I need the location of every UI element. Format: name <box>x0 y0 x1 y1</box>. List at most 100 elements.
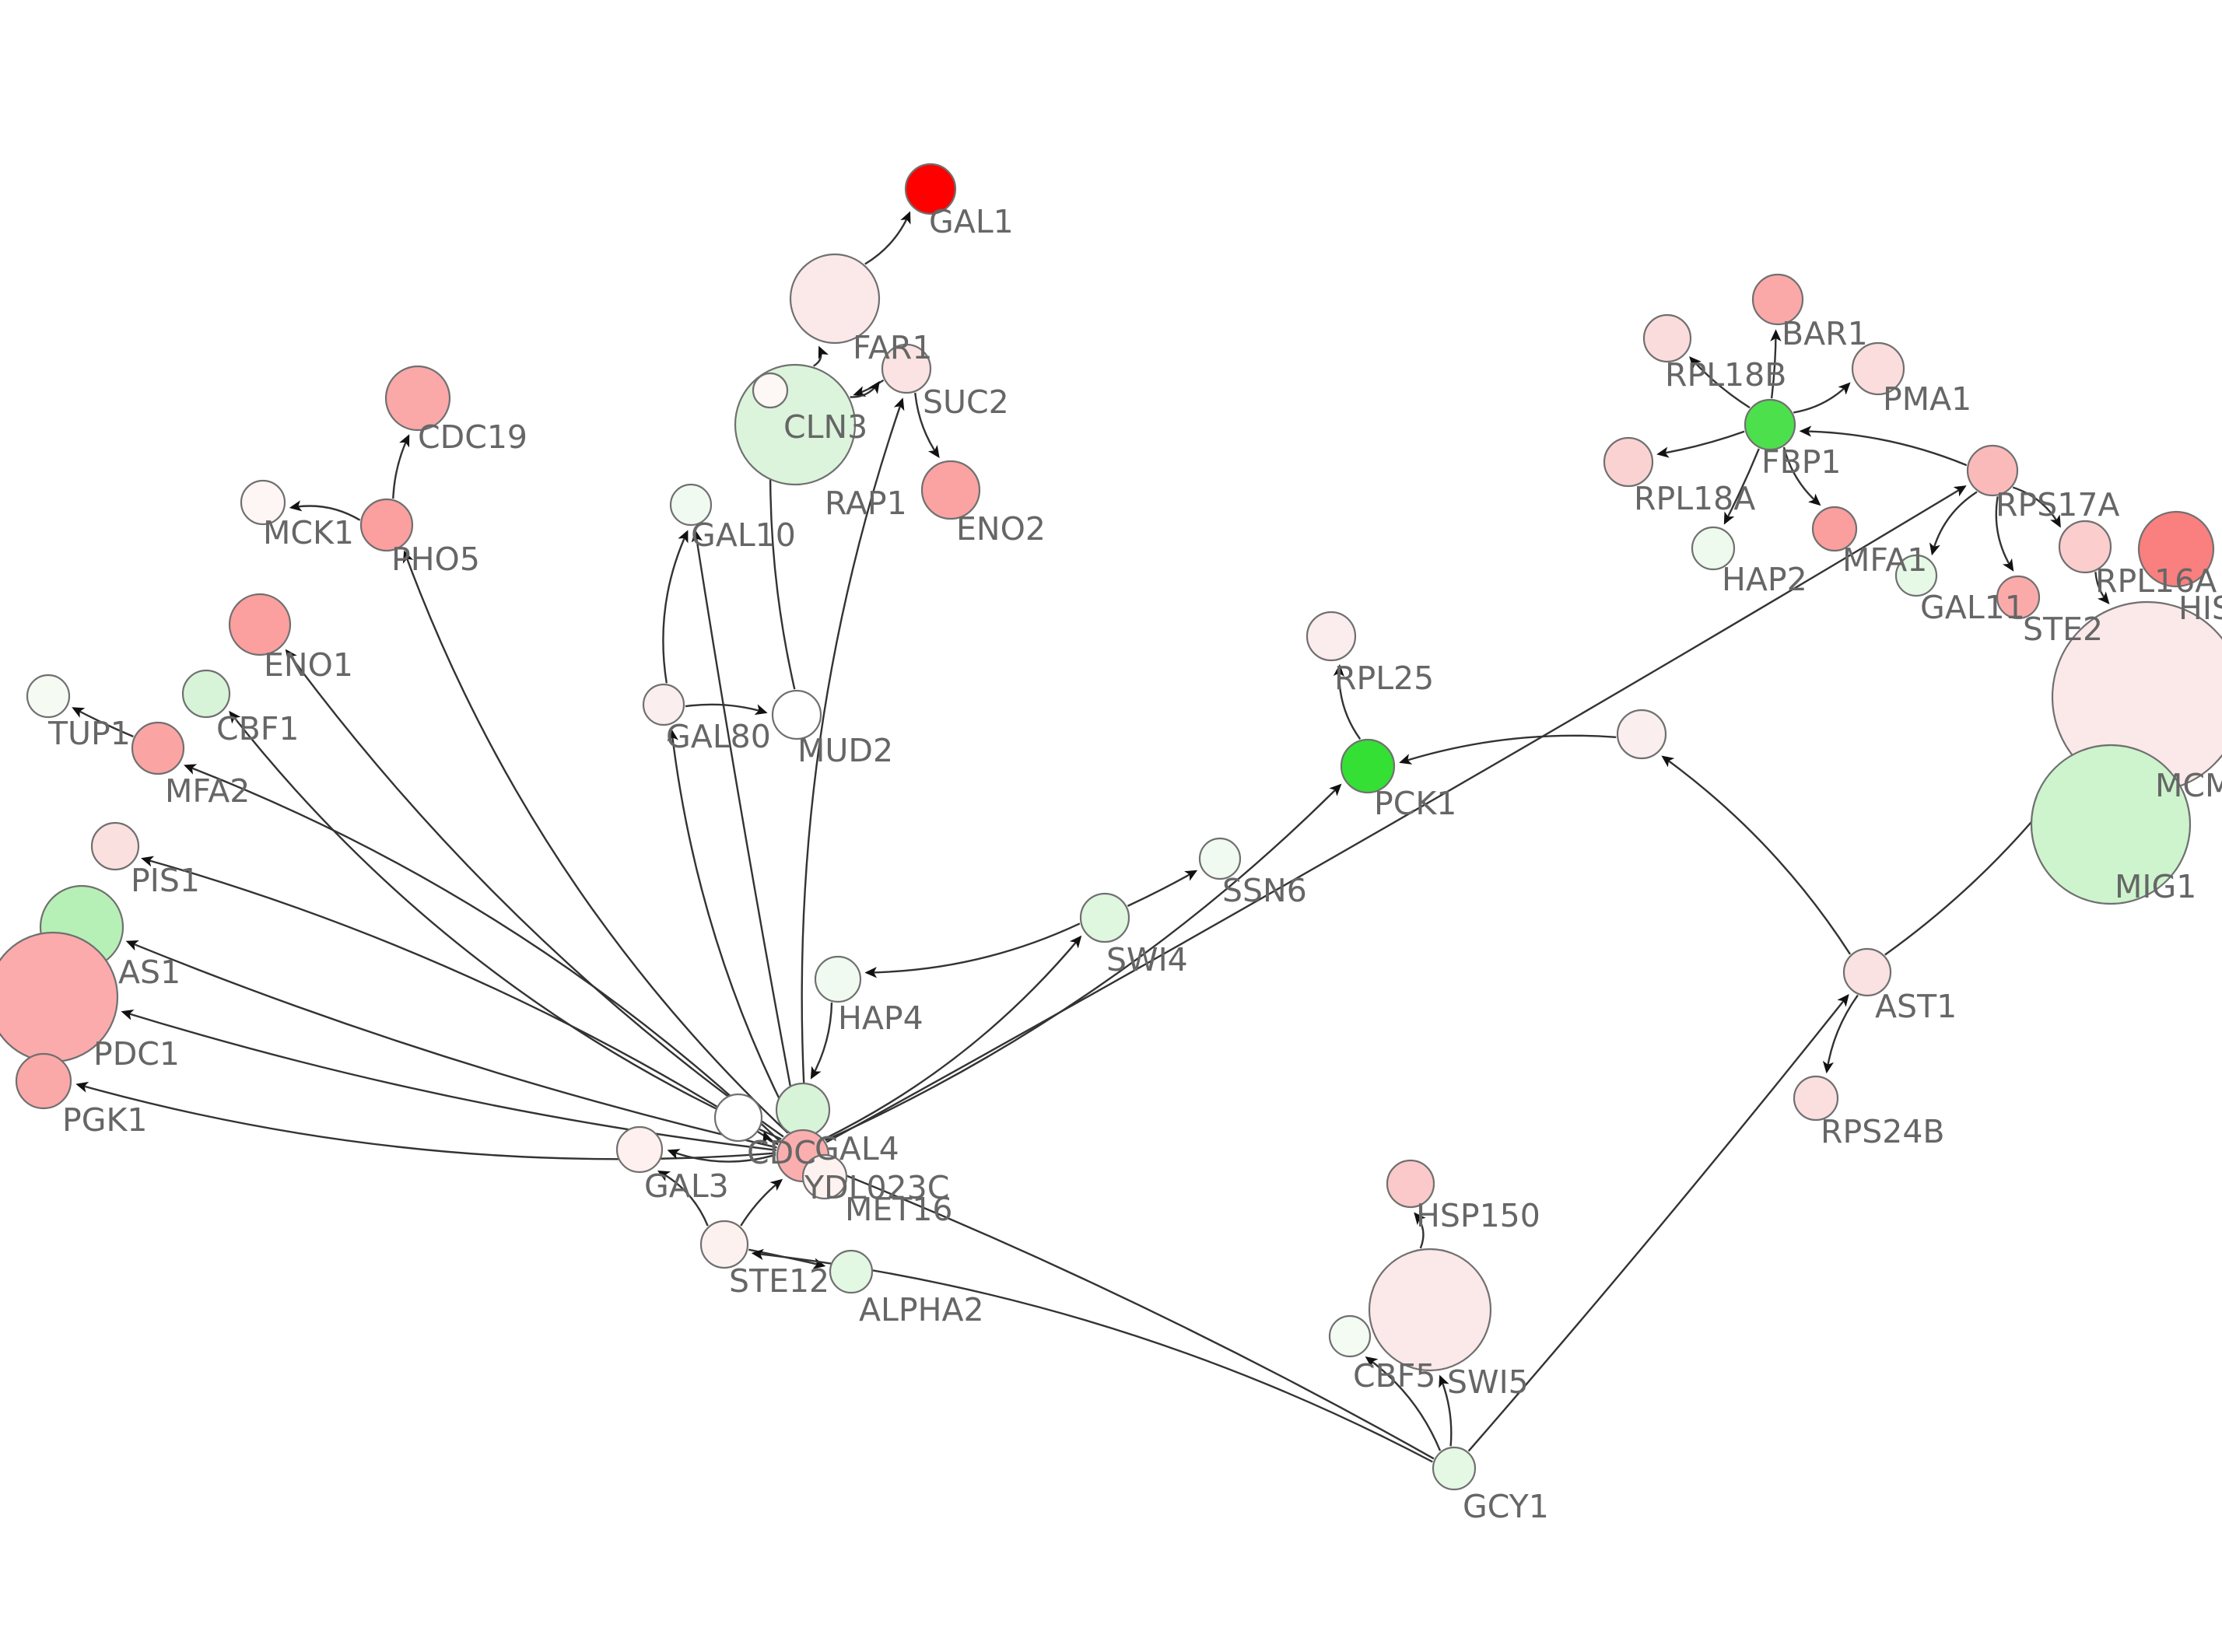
graph-node-ydl023c[interactable] <box>801 1153 848 1200</box>
graph-node-label: CDC <box>747 1134 816 1171</box>
graph-node-rpl16a[interactable] <box>2058 520 2112 574</box>
graph-node-label: GCY1 <box>1463 1488 1549 1525</box>
graph-edge <box>825 783 1342 1142</box>
graph-edge <box>229 710 782 1140</box>
graph-edge <box>657 1171 709 1227</box>
graph-edge <box>1723 448 1760 525</box>
graph-node-label: FBP1 <box>1761 443 1842 481</box>
graph-node-alpha2[interactable] <box>829 1249 874 1294</box>
graph-edge <box>1661 755 1852 955</box>
graph-node-rps24b[interactable] <box>1793 1075 1839 1122</box>
graph-node-tup1[interactable] <box>26 674 71 719</box>
graph-node-label: PIS1 <box>131 862 200 899</box>
graph-edge <box>830 1168 1435 1460</box>
graph-node-met16[interactable] <box>775 1082 831 1138</box>
graph-node-label: RPS17A <box>1996 486 2119 523</box>
graph-node-gal11[interactable] <box>1894 554 1938 597</box>
graph-edge <box>1782 446 1821 506</box>
graph-node-gal1[interactable] <box>904 163 957 215</box>
graph-node-pgk1[interactable] <box>15 1052 72 1110</box>
graph-node-eno1[interactable] <box>228 593 292 656</box>
graph-node-label: HIS4 <box>2178 590 2222 627</box>
graph-edge <box>1399 734 1617 765</box>
graph-node-fbp1[interactable] <box>1744 398 1796 451</box>
graph-edge <box>1822 994 1859 1074</box>
graph-node-gal80[interactable] <box>642 683 685 726</box>
graph-node-his4[interactable] <box>2137 510 2215 588</box>
graph-edge <box>289 500 361 521</box>
graph-node-pma1[interactable] <box>1851 341 1905 396</box>
labels-layer: GAL1 FAR1 CLN3 RAP1 SUC2 ENO2 GAL10 CDC19 MCK1 PH… <box>47 203 2222 1525</box>
graph-node-ssn6[interactable] <box>1198 837 1242 880</box>
graph-node-bar1[interactable] <box>1751 273 1804 326</box>
graph-node-pho5[interactable] <box>359 498 414 552</box>
graph-node-label: CDC19 <box>418 418 527 456</box>
graph-node-far1[interactable] <box>789 253 881 345</box>
graph-node-mck1[interactable] <box>240 479 286 526</box>
graph-node-label: MCK1 <box>263 514 354 551</box>
graph-node-gcy1[interactable] <box>1432 1446 1477 1491</box>
graph-edge <box>740 1178 783 1227</box>
graph-edge <box>392 434 410 499</box>
graph-edge <box>864 211 911 265</box>
graph-node-label: CBF5 <box>1353 1357 1435 1395</box>
graph-node-label: TUP1 <box>47 715 131 752</box>
graph-node-label: PGK1 <box>62 1101 147 1139</box>
graph-edge <box>691 529 800 1129</box>
graph-node-pis1[interactable] <box>90 821 140 871</box>
graph-node-hsp150[interactable] <box>1386 1159 1435 1209</box>
graph-node-hap2[interactable] <box>1691 526 1736 571</box>
graph-node-rps17a[interactable] <box>1966 444 2019 497</box>
graph-node-unlabeled[interactable] <box>1616 709 1667 760</box>
graph-node-label: PDC1 <box>93 1035 180 1073</box>
graph-edge <box>125 940 777 1149</box>
graph-node-cdc[interactable] <box>713 1093 763 1143</box>
nodes-layer <box>0 163 2222 1491</box>
graph-node-label: PCK1 <box>1374 785 1456 822</box>
graph-edge <box>667 728 796 1131</box>
graph-edge <box>1333 663 1362 740</box>
graph-node-pck1[interactable] <box>1340 738 1396 794</box>
graph-node-cbf5[interactable] <box>1328 1314 1372 1358</box>
graph-edge <box>667 1149 776 1163</box>
graph-node-label: RPL25 <box>1334 660 1434 697</box>
graph-node-swi4[interactable] <box>1079 892 1130 943</box>
graph-node-cbf1[interactable] <box>181 669 231 719</box>
graph-node-mud2[interactable] <box>771 689 822 740</box>
graph-node-label: SWI4 <box>1106 941 1188 978</box>
graph-node-rpl18b[interactable] <box>1642 313 1692 363</box>
graph-edge <box>1656 430 1745 458</box>
graph-node-label: ENO1 <box>264 646 353 684</box>
graph-node-ast1[interactable] <box>1842 947 1892 997</box>
graph-node-label: CBF1 <box>216 710 299 747</box>
graph-edge <box>810 1002 833 1080</box>
graph-node-gal3[interactable] <box>615 1125 664 1174</box>
graph-edge <box>1439 1374 1453 1447</box>
graph-edge <box>1995 496 2014 572</box>
graph-node-ste12[interactable] <box>699 1220 749 1269</box>
graph-node-eno2[interactable] <box>920 460 981 520</box>
graph-node-rpl25[interactable] <box>1306 611 1357 662</box>
graph-node-label: GAL80 <box>666 718 771 755</box>
graph-node-label: PMA1 <box>1883 380 1971 418</box>
graph-edge <box>1467 993 1849 1452</box>
graph-node-cdc19[interactable] <box>384 365 451 432</box>
graph-node-rap1[interactable] <box>752 372 789 409</box>
graph-node-label: ALPHA2 <box>859 1291 984 1328</box>
graph-node-label: RPL18A <box>1634 480 1755 517</box>
graph-node-swi5[interactable] <box>1368 1248 1492 1372</box>
graph-node-label: HAP2 <box>1722 561 1807 598</box>
graph-node-suc2[interactable] <box>881 343 932 394</box>
graph-node-label: SSN6 <box>1222 872 1307 909</box>
graph-node-mig1[interactable] <box>2030 744 2192 905</box>
graph-node-ste2[interactable] <box>1996 575 2041 620</box>
graph-edge <box>402 550 789 1134</box>
graph-node-mfa2[interactable] <box>131 721 185 775</box>
graph-node-label: SUC2 <box>923 383 1009 421</box>
graph-node-rpl18a[interactable] <box>1603 436 1654 488</box>
graph-node-mfa1[interactable] <box>1811 506 1858 552</box>
graph-node-hap4[interactable] <box>814 955 862 1003</box>
graph-edge <box>662 530 689 684</box>
graph-node-gal10[interactable] <box>669 483 713 527</box>
